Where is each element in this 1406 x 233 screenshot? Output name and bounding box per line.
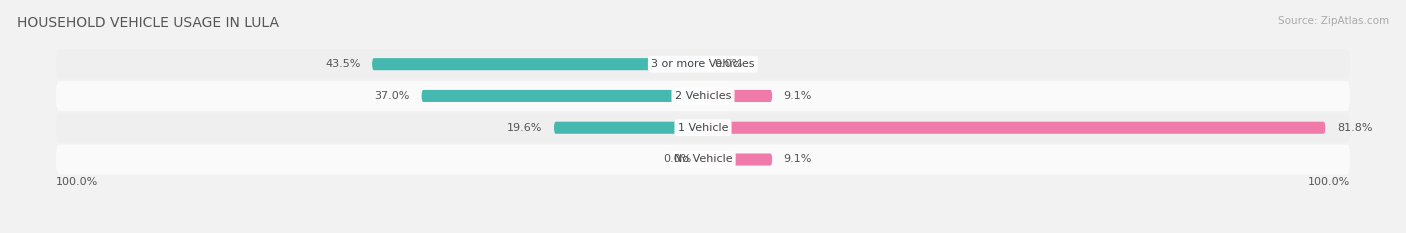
- Text: 81.8%: 81.8%: [1337, 123, 1372, 133]
- FancyBboxPatch shape: [554, 122, 703, 134]
- Text: 3 or more Vehicles: 3 or more Vehicles: [651, 59, 755, 69]
- FancyBboxPatch shape: [703, 90, 772, 102]
- FancyBboxPatch shape: [56, 49, 1350, 79]
- Text: No Vehicle: No Vehicle: [673, 154, 733, 164]
- Text: 100.0%: 100.0%: [56, 177, 98, 187]
- Text: 19.6%: 19.6%: [508, 123, 543, 133]
- FancyBboxPatch shape: [422, 90, 703, 102]
- Text: 37.0%: 37.0%: [374, 91, 411, 101]
- Text: Source: ZipAtlas.com: Source: ZipAtlas.com: [1278, 16, 1389, 26]
- FancyBboxPatch shape: [703, 122, 1326, 134]
- Text: 0.0%: 0.0%: [664, 154, 692, 164]
- Text: 9.1%: 9.1%: [783, 154, 813, 164]
- Text: 43.5%: 43.5%: [325, 59, 360, 69]
- Text: HOUSEHOLD VEHICLE USAGE IN LULA: HOUSEHOLD VEHICLE USAGE IN LULA: [17, 16, 278, 30]
- Text: 9.1%: 9.1%: [783, 91, 813, 101]
- FancyBboxPatch shape: [56, 144, 1350, 175]
- Text: 100.0%: 100.0%: [1308, 177, 1350, 187]
- Text: 2 Vehicles: 2 Vehicles: [675, 91, 731, 101]
- FancyBboxPatch shape: [373, 58, 703, 70]
- FancyBboxPatch shape: [56, 113, 1350, 143]
- FancyBboxPatch shape: [703, 154, 772, 165]
- Text: 1 Vehicle: 1 Vehicle: [678, 123, 728, 133]
- Text: 0.0%: 0.0%: [714, 59, 742, 69]
- FancyBboxPatch shape: [56, 81, 1350, 111]
